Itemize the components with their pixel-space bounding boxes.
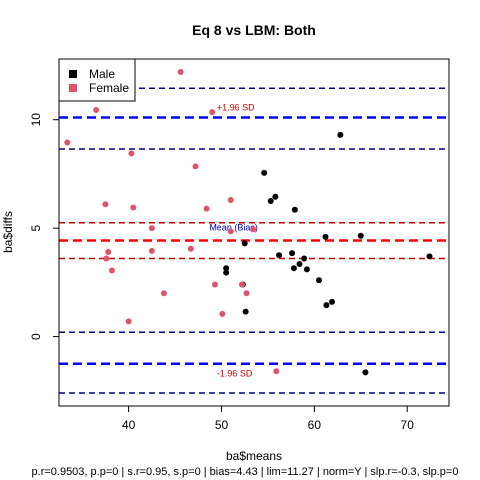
male-point <box>290 265 297 272</box>
mean-bias-label: Mean (Bias) <box>209 223 258 233</box>
female-point <box>250 226 257 233</box>
male-point <box>223 269 230 276</box>
female-point <box>102 201 109 208</box>
legend-box <box>58 58 136 102</box>
male-point <box>323 302 330 309</box>
female-point <box>125 318 132 325</box>
lower-loa-label: -1.96 SD <box>217 369 253 379</box>
male-point <box>241 240 248 247</box>
male-point <box>272 193 279 200</box>
female-point <box>108 267 115 274</box>
y-axis: 0 5 10 <box>29 113 60 340</box>
female-point <box>148 225 155 232</box>
y-tick-label: 5 <box>29 225 43 232</box>
chart-subtitle: p.r=0.9503, p.p=0 | s.r=0.95, s.p=0 | bi… <box>32 466 459 478</box>
legend-swatch-male <box>69 70 77 78</box>
female-point <box>187 245 194 252</box>
male-point <box>242 308 249 315</box>
male-point <box>329 298 335 305</box>
male-point <box>296 260 303 267</box>
female-point <box>212 281 218 288</box>
female-point <box>192 163 199 170</box>
female-point <box>219 310 226 317</box>
x-axis: 40 50 60 70 <box>122 405 415 432</box>
female-point <box>105 249 112 256</box>
female-point <box>203 205 210 212</box>
female-point <box>177 69 184 76</box>
male-point <box>261 169 268 176</box>
male-point <box>301 255 308 262</box>
female-point <box>273 368 280 375</box>
female-point <box>160 290 167 297</box>
x-tick-label: 40 <box>122 418 136 432</box>
female-point <box>227 228 234 235</box>
female-point <box>148 247 155 254</box>
female-point <box>128 150 135 157</box>
male-point <box>289 250 296 257</box>
legend-label-male: Male <box>89 67 115 81</box>
female-point <box>130 204 137 211</box>
legend-label-female: Female <box>89 81 129 95</box>
male-point <box>223 265 230 272</box>
male-point <box>337 131 344 138</box>
male-point <box>276 252 283 259</box>
male-point <box>316 277 322 284</box>
y-tick-label: 10 <box>29 113 43 127</box>
female-point <box>238 281 245 288</box>
y-tick-label: 0 <box>29 333 43 340</box>
reference-labels: +1.96 SD Mean (Bias) -1.96 SD <box>209 103 258 379</box>
female-point <box>103 255 110 262</box>
x-tick-label: 50 <box>215 418 229 432</box>
female-point <box>64 139 71 146</box>
male-point <box>357 232 364 239</box>
legend-swatch-female <box>69 84 77 92</box>
female-point <box>227 196 234 203</box>
male-point <box>426 253 433 260</box>
x-axis-label: ba$means <box>226 449 282 463</box>
x-tick-label: 60 <box>308 418 322 432</box>
reference-lines <box>59 87 449 394</box>
x-tick-label: 70 <box>401 418 415 432</box>
male-point <box>322 233 329 240</box>
data-points <box>64 69 433 376</box>
upper-loa-label: +1.96 SD <box>217 103 255 113</box>
female-point <box>209 109 216 116</box>
female-point <box>93 106 100 113</box>
y-axis-label: ba$diffs <box>1 211 15 253</box>
male-point <box>267 198 274 205</box>
female-point <box>243 290 250 297</box>
male-point <box>291 206 298 213</box>
chart-title: Eq 8 vs LBM: Both <box>192 22 316 38</box>
male-point <box>303 266 310 273</box>
male-point <box>362 369 369 376</box>
